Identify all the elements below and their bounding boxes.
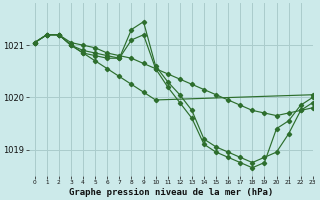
X-axis label: Graphe pression niveau de la mer (hPa): Graphe pression niveau de la mer (hPa) (68, 188, 273, 197)
